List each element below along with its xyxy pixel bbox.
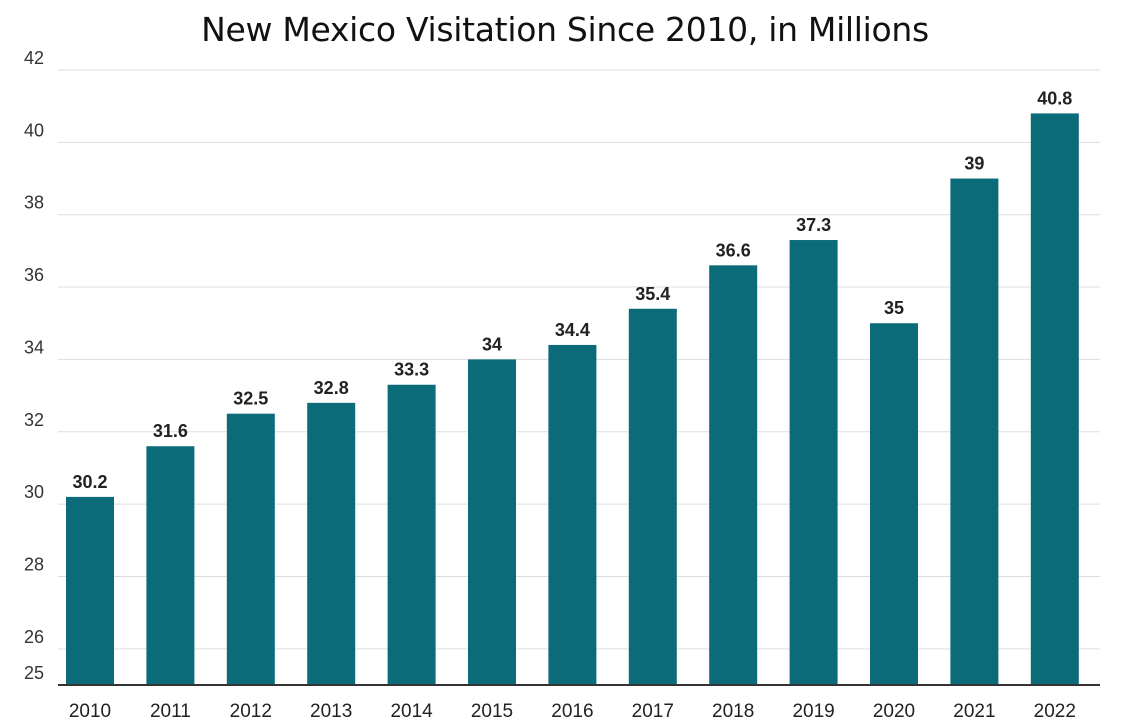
y-axis-ticks: 25 26 28 30 32 34 36 38 40 42 [24,48,44,683]
x-tick-label: 2018 [712,701,754,722]
x-tick-label: 2013 [310,701,352,722]
x-tick-label: 2016 [551,701,593,722]
x-tick-label: 2019 [792,701,834,722]
data-labels: 30.2 31.6 32.5 32.8 33.3 34 34.4 35.4 36.6 37.3 35… [72,88,1072,491]
data-label: 35 [884,298,904,318]
y-tick-label: 42 [24,48,44,68]
data-label: 32.5 [233,389,268,409]
x-tick-label: 2011 [150,701,191,722]
y-tick-label: 32 [24,410,44,430]
bar-2022 [1030,113,1079,686]
bar-2017 [628,308,677,685]
x-tick-label: 2012 [230,701,272,722]
data-label: 34 [482,334,502,354]
data-label: 39 [964,154,984,174]
data-label: 33.3 [394,360,429,380]
y-tick-label: 34 [24,337,44,357]
bar-2018 [709,265,758,685]
bar-2015 [468,359,516,685]
x-tick-label: 2017 [632,701,674,722]
x-tick-label: 2021 [953,701,995,722]
bar-2013 [307,402,356,685]
data-label: 40.8 [1037,88,1072,108]
x-tick-label: 2020 [873,701,915,722]
bars [66,113,1079,686]
x-tick-label: 2015 [471,701,513,722]
data-label: 37.3 [796,215,831,235]
bar-2019 [789,240,838,685]
x-tick-label: 2022 [1034,701,1076,722]
x-tick-label: 2014 [390,701,433,722]
y-tick-label: 28 [24,554,44,574]
data-label: 36.6 [716,240,751,260]
y-tick-label: 38 [24,193,44,213]
y-tick-label: 30 [24,482,44,502]
chart-title: New Mexico Visitation Since 2010, in Mil… [201,10,929,49]
bar-2012 [226,413,275,685]
bar-2010 [66,496,114,685]
bar-2016 [548,344,597,685]
data-label: 34.4 [555,320,590,340]
y-tick-label: 26 [24,627,44,647]
data-label: 35.4 [635,284,670,304]
data-label: 31.6 [153,421,188,441]
bar-2020 [870,323,918,685]
y-tick-label: 40 [24,120,44,140]
bar-2021 [950,178,999,685]
y-tick-label: 25 [24,663,44,683]
x-tick-label: 2010 [69,701,111,722]
x-axis-ticks: 2010 2011 2012 2013 2014 2015 2016 2017 2018 2019… [69,701,1076,722]
data-label: 30.2 [72,472,107,492]
bar-2011 [146,446,195,685]
bar-2014 [387,384,436,685]
data-label: 32.8 [314,378,349,398]
y-tick-label: 36 [24,265,44,285]
